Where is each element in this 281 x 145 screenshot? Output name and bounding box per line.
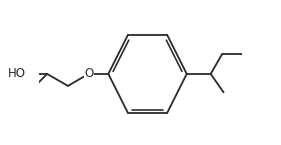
Text: HO: HO xyxy=(8,67,26,80)
Text: O: O xyxy=(84,67,93,80)
